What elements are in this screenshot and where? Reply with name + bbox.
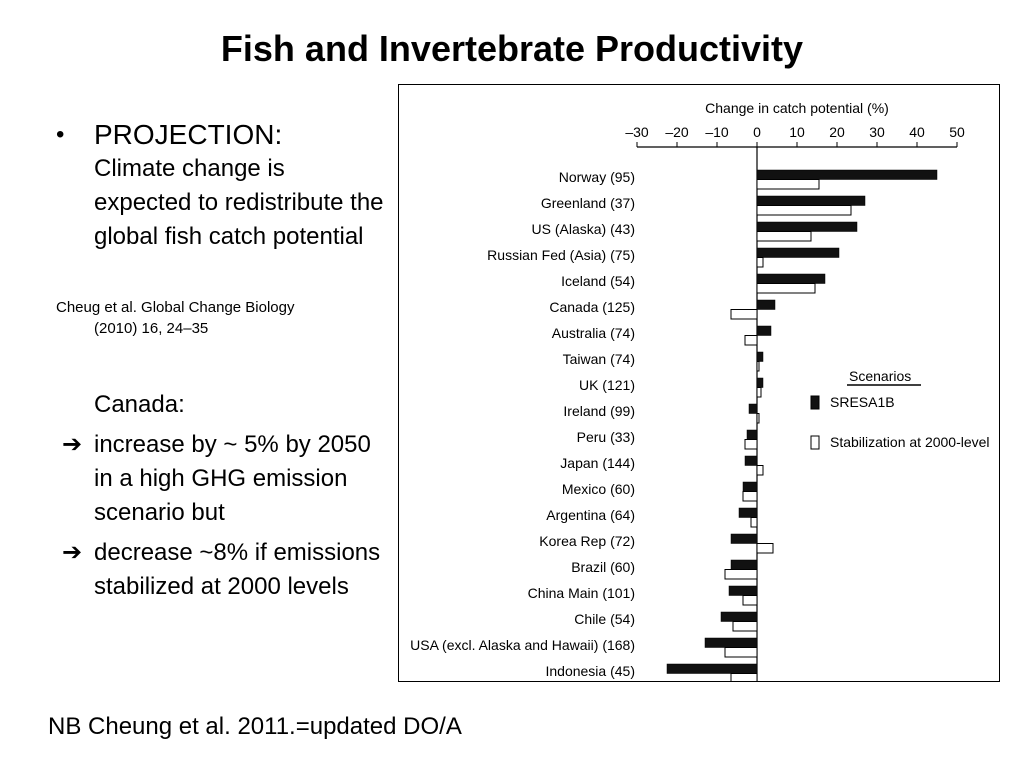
- projection-heading: PROJECTION:: [94, 119, 283, 150]
- category-label: US (Alaska) (43): [532, 221, 635, 237]
- category-label: Iceland (54): [561, 273, 635, 289]
- category-label: Russian Fed (Asia) (75): [487, 247, 635, 263]
- bar-stabilization: [756, 413, 760, 424]
- bar-stabilization: [750, 517, 758, 528]
- bar-stabilization: [744, 439, 758, 450]
- category-label: USA (excl. Alaska and Hawaii) (168): [410, 637, 635, 653]
- bar-sresa1b: [756, 351, 764, 362]
- bar-sresa1b: [756, 377, 764, 388]
- bar-stabilization: [730, 673, 758, 681]
- bar-sresa1b: [666, 663, 758, 674]
- bar-stabilization: [756, 283, 816, 294]
- bar-stabilization: [724, 647, 758, 658]
- x-tick-label: 50: [949, 124, 965, 140]
- arrow-right-icon: ➔: [62, 431, 83, 458]
- category-label: Greenland (37): [541, 195, 635, 211]
- bar-sresa1b: [756, 221, 858, 232]
- bar-sresa1b: [756, 273, 826, 284]
- x-tick-label: 40: [909, 124, 925, 140]
- bar-sresa1b: [746, 429, 758, 440]
- bar-sresa1b: [738, 507, 758, 518]
- catch-potential-chart-svg: Change in catch potential (%) –30 –20 –10 0 1…: [410, 100, 990, 681]
- bar-sresa1b: [742, 481, 758, 492]
- category-label: Korea Rep (72): [539, 533, 635, 549]
- bar-sresa1b: [744, 455, 758, 466]
- category-label: Australia (74): [552, 325, 635, 341]
- canada-increase-point: ➔ increase by ~ 5% by 2050 in a high GHG…: [62, 428, 382, 530]
- bar-sresa1b: [728, 585, 758, 596]
- category-label: Argentina (64): [546, 507, 635, 523]
- x-tick-label: 20: [829, 124, 845, 140]
- legend-label-stabilization: Stabilization at 2000-level: [830, 434, 990, 450]
- bar-sresa1b: [756, 169, 938, 180]
- bar-sresa1b: [756, 299, 776, 310]
- x-tick-label: 30: [869, 124, 885, 140]
- canada-decrease-point: ➔ decrease ~8% if emissions stabilized a…: [62, 536, 382, 604]
- citation-line-1: Cheug et al. Global Change Biology: [56, 299, 295, 316]
- bar-stabilization: [756, 179, 820, 190]
- x-tick-label: –10: [705, 124, 729, 140]
- bar-sresa1b: [720, 611, 758, 622]
- category-label: Chile (54): [574, 611, 635, 627]
- category-label: Brazil (60): [571, 559, 635, 575]
- arrow-right-icon: ➔: [62, 539, 83, 566]
- category-label: Japan (144): [560, 455, 635, 471]
- bar-stabilization: [756, 361, 760, 372]
- bar-stabilization: [756, 205, 852, 216]
- bullet-dot: •: [56, 121, 65, 148]
- bar-stabilization: [756, 257, 764, 268]
- category-label: Taiwan (74): [563, 351, 635, 367]
- bar-stabilization: [732, 621, 758, 632]
- x-tick-label: 10: [789, 124, 805, 140]
- citation-line-2: (2010) 16, 24–35: [94, 320, 209, 337]
- legend-label-sresa1b: SRESA1B: [830, 394, 895, 410]
- bar-sresa1b: [704, 637, 758, 648]
- canada-increase-text: increase by ~ 5% by 2050 in a high GHG e…: [94, 431, 371, 526]
- canada-heading: Canada:: [94, 391, 185, 418]
- bar-sresa1b: [730, 559, 758, 570]
- bar-stabilization: [744, 335, 758, 346]
- legend-title: Scenarios: [849, 368, 911, 384]
- category-label: Indonesia (45): [545, 663, 635, 679]
- slide-title: Fish and Invertebrate Productivity: [220, 28, 804, 69]
- x-tick-label: –30: [625, 124, 649, 140]
- bar-sresa1b: [748, 403, 758, 414]
- bar-stabilization: [756, 231, 812, 242]
- projection-text: Climate change is expected to redistribu…: [94, 155, 384, 250]
- x-axis-title: Change in catch potential (%): [705, 100, 889, 116]
- bar-stabilization: [756, 543, 774, 554]
- category-label: China Main (101): [528, 585, 635, 601]
- bar-stabilization: [724, 569, 758, 580]
- bar-sresa1b: [756, 247, 840, 258]
- category-label: Norway (95): [559, 169, 635, 185]
- bar-stabilization: [756, 387, 762, 398]
- category-label: Ireland (99): [563, 403, 635, 419]
- category-label: Mexico (60): [562, 481, 635, 497]
- bar-stabilization: [742, 595, 758, 606]
- citation: Cheug et al. Global Change Biology (2010…: [56, 297, 386, 339]
- bar-stabilization: [742, 491, 758, 502]
- legend-swatch-sresa1b: [810, 395, 820, 410]
- bar-stabilization: [730, 309, 758, 320]
- x-tick-label: –20: [665, 124, 689, 140]
- canada-decrease-text: decrease ~8% if emissions stabilized at …: [94, 539, 381, 600]
- footer-note: NB Cheung et al. 2011.=updated DO/A: [48, 713, 462, 740]
- category-label: Canada (125): [549, 299, 635, 315]
- category-label: Peru (33): [577, 429, 635, 445]
- bar-sresa1b: [756, 325, 772, 336]
- category-label: UK (121): [579, 377, 635, 393]
- bar-sresa1b: [730, 533, 758, 544]
- projection-bullet: • PROJECTION: Climate change is expected…: [56, 118, 386, 254]
- bar-stabilization: [756, 465, 764, 476]
- legend-swatch-stabilization: [810, 435, 820, 450]
- bar-sresa1b: [756, 195, 866, 206]
- x-tick-label: 0: [753, 124, 761, 140]
- catch-potential-chart: Change in catch potential (%) –30 –20 –10 0 1…: [398, 84, 1000, 682]
